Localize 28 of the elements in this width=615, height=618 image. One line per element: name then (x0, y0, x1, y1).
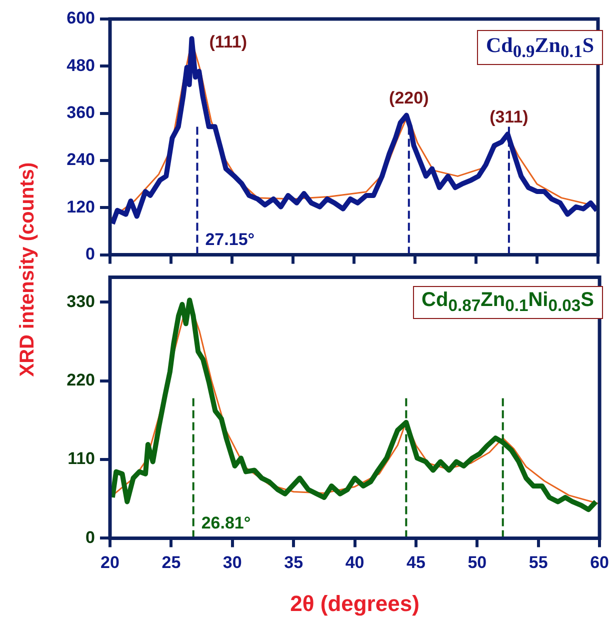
y-axis-title: XRD intensity (counts) (16, 161, 40, 379)
x-tick-label: 35 (284, 553, 304, 572)
x-tick-label: 40 (345, 553, 364, 572)
y-tick-label: 220 (66, 370, 95, 390)
x-tick-label: 25 (162, 553, 181, 572)
y-tick-label: 240 (66, 150, 95, 170)
ref-line-label: 26.81° (201, 513, 251, 532)
annotation: Cd$_{0.9}$Zn$_{0.1}$S (477, 30, 603, 66)
y-tick-label: 480 (66, 56, 95, 75)
x-axis-title: 2θ (degrees) (290, 590, 420, 616)
x-tick-label: 45 (406, 553, 426, 572)
y-tick-label: 0 (86, 528, 95, 547)
annotation: Cd$_{0.87}$Zn$_{0.1}$Ni$_{0.03}$S (412, 286, 603, 319)
y-tick-label: 360 (66, 103, 95, 122)
annotation: (311) (490, 107, 528, 126)
x-tick-label: 55 (528, 553, 548, 572)
x-tick-label: 30 (222, 553, 242, 572)
x-tick-label: 50 (468, 553, 487, 572)
y-tick-label: 330 (66, 292, 95, 311)
x-tick-label: 60 (590, 553, 610, 572)
y-tick-label: 0 (86, 244, 95, 264)
y-tick-label: 120 (66, 197, 95, 216)
y-tick-label: 600 (66, 8, 95, 28)
ref-line-label: 27.15° (205, 230, 255, 249)
x-tick-label: 20 (100, 553, 120, 572)
y-tick-label: 110 (68, 449, 95, 468)
annotation: (111) (209, 32, 248, 52)
annotation: (220) (389, 88, 429, 108)
